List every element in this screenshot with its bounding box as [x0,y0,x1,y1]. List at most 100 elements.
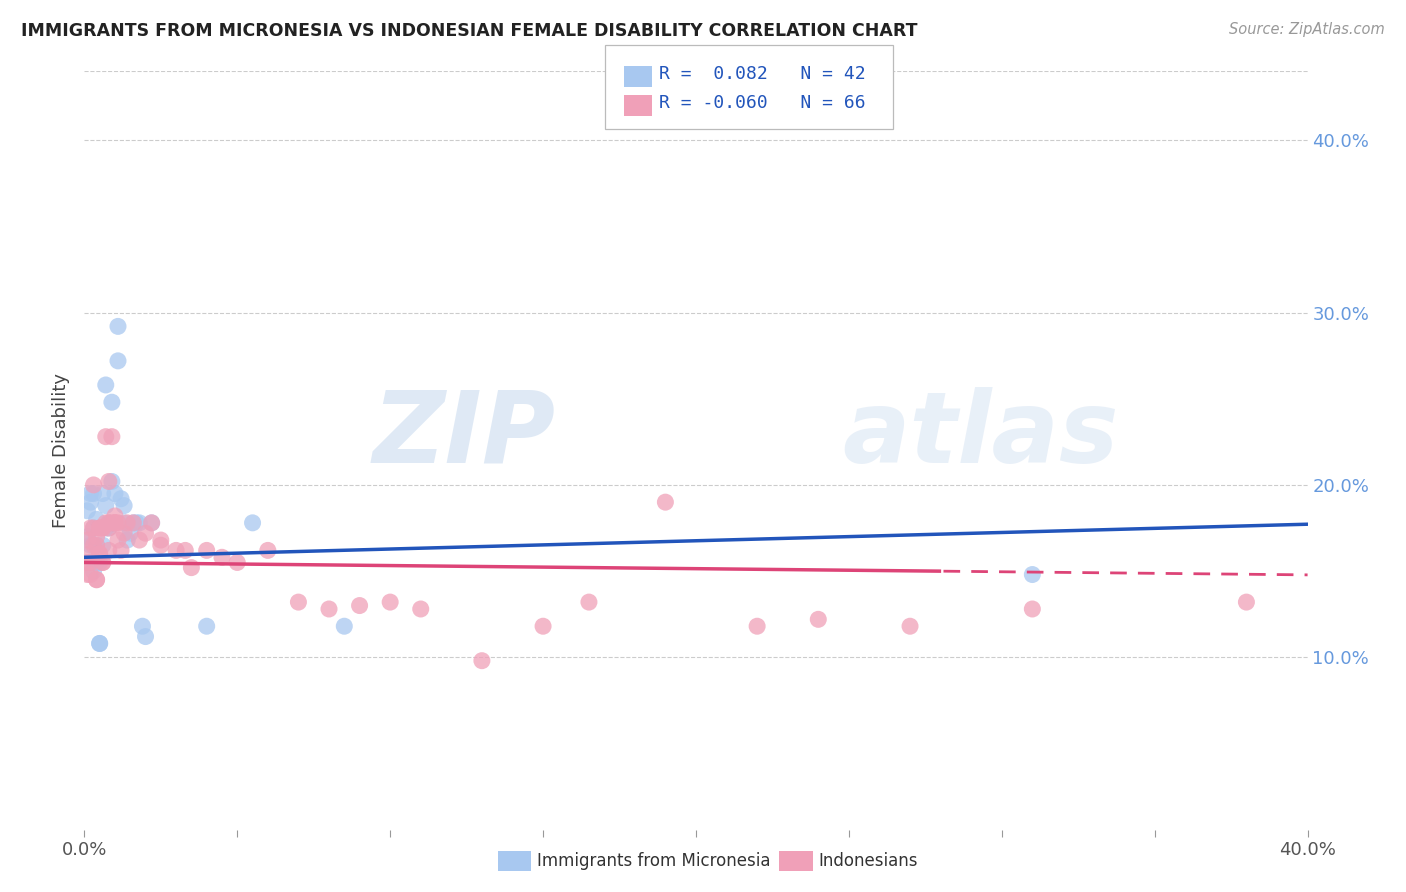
Point [333,619,356,633]
Point [128,533,150,547]
Point [165,543,187,558]
Point [101,475,124,489]
Point [104,516,127,530]
Point [122,516,145,530]
Point [89,636,111,650]
Point [76,533,98,547]
Point [94,516,117,530]
Point [578,595,600,609]
Point [89,547,111,561]
Point [83,486,105,500]
Point [242,516,264,530]
Point [79,521,101,535]
Text: Indonesians: Indonesians [818,852,918,870]
Point [97,516,120,530]
Point [180,560,202,574]
Point [112,526,135,541]
Point [149,538,172,552]
Point [91,556,114,570]
Point [101,516,124,530]
Point [654,495,676,509]
Point [747,619,769,633]
Point [89,636,111,650]
Point [91,538,114,552]
Point [380,595,402,609]
Point [107,319,129,334]
Point [195,543,218,558]
Point [79,547,101,561]
Point [94,430,117,444]
Point [83,538,105,552]
Point [318,602,340,616]
Point [83,564,105,578]
Point [122,516,145,530]
Point [79,486,101,500]
Point [110,543,132,558]
Point [91,486,114,500]
Point [174,543,197,558]
Point [89,521,111,535]
Point [257,543,280,558]
Point [141,516,163,530]
Point [86,556,108,570]
Point [83,521,105,535]
Point [97,521,120,535]
Point [110,491,132,506]
Point [97,475,120,489]
Text: R = -0.060   N = 66: R = -0.060 N = 66 [659,94,866,112]
Point [79,567,101,582]
Text: ZIP: ZIP [373,387,555,483]
Point [128,516,150,530]
Point [226,556,249,570]
Point [287,595,309,609]
Point [112,499,135,513]
Point [97,516,120,530]
Point [807,612,830,626]
Point [91,521,114,535]
Text: Immigrants from Micronesia: Immigrants from Micronesia [537,852,770,870]
Point [76,504,98,518]
Point [135,630,157,644]
Point [115,516,138,530]
Point [471,654,494,668]
Point [141,516,163,530]
Point [86,538,108,552]
Point [97,521,120,535]
Point [86,512,108,526]
Point [1021,567,1043,582]
Point [94,499,117,513]
Point [94,378,117,392]
Point [86,573,108,587]
Point [131,619,153,633]
Point [83,521,105,535]
Point [349,599,371,613]
Text: Source: ZipAtlas.com: Source: ZipAtlas.com [1229,22,1385,37]
Text: R =  0.082   N = 42: R = 0.082 N = 42 [659,65,866,83]
Point [79,556,101,570]
Point [94,521,117,535]
Point [86,538,108,552]
Point [104,508,127,523]
Point [531,619,554,633]
Point [86,573,108,587]
Point [83,478,105,492]
Point [120,526,142,541]
Point [135,526,157,541]
Point [1021,602,1043,616]
Point [115,533,138,547]
Text: IMMIGRANTS FROM MICRONESIA VS INDONESIAN FEMALE DISABILITY CORRELATION CHART: IMMIGRANTS FROM MICRONESIA VS INDONESIAN… [21,22,918,40]
Point [86,530,108,544]
Point [104,516,127,530]
Point [898,619,921,633]
Point [83,556,105,570]
Point [76,556,98,570]
Point [409,602,432,616]
Y-axis label: Female Disability: Female Disability [52,373,70,528]
Point [89,547,111,561]
Point [101,395,124,409]
Point [91,556,114,570]
Point [211,550,233,565]
Point [1236,595,1258,609]
Point [195,619,218,633]
Point [112,516,135,530]
